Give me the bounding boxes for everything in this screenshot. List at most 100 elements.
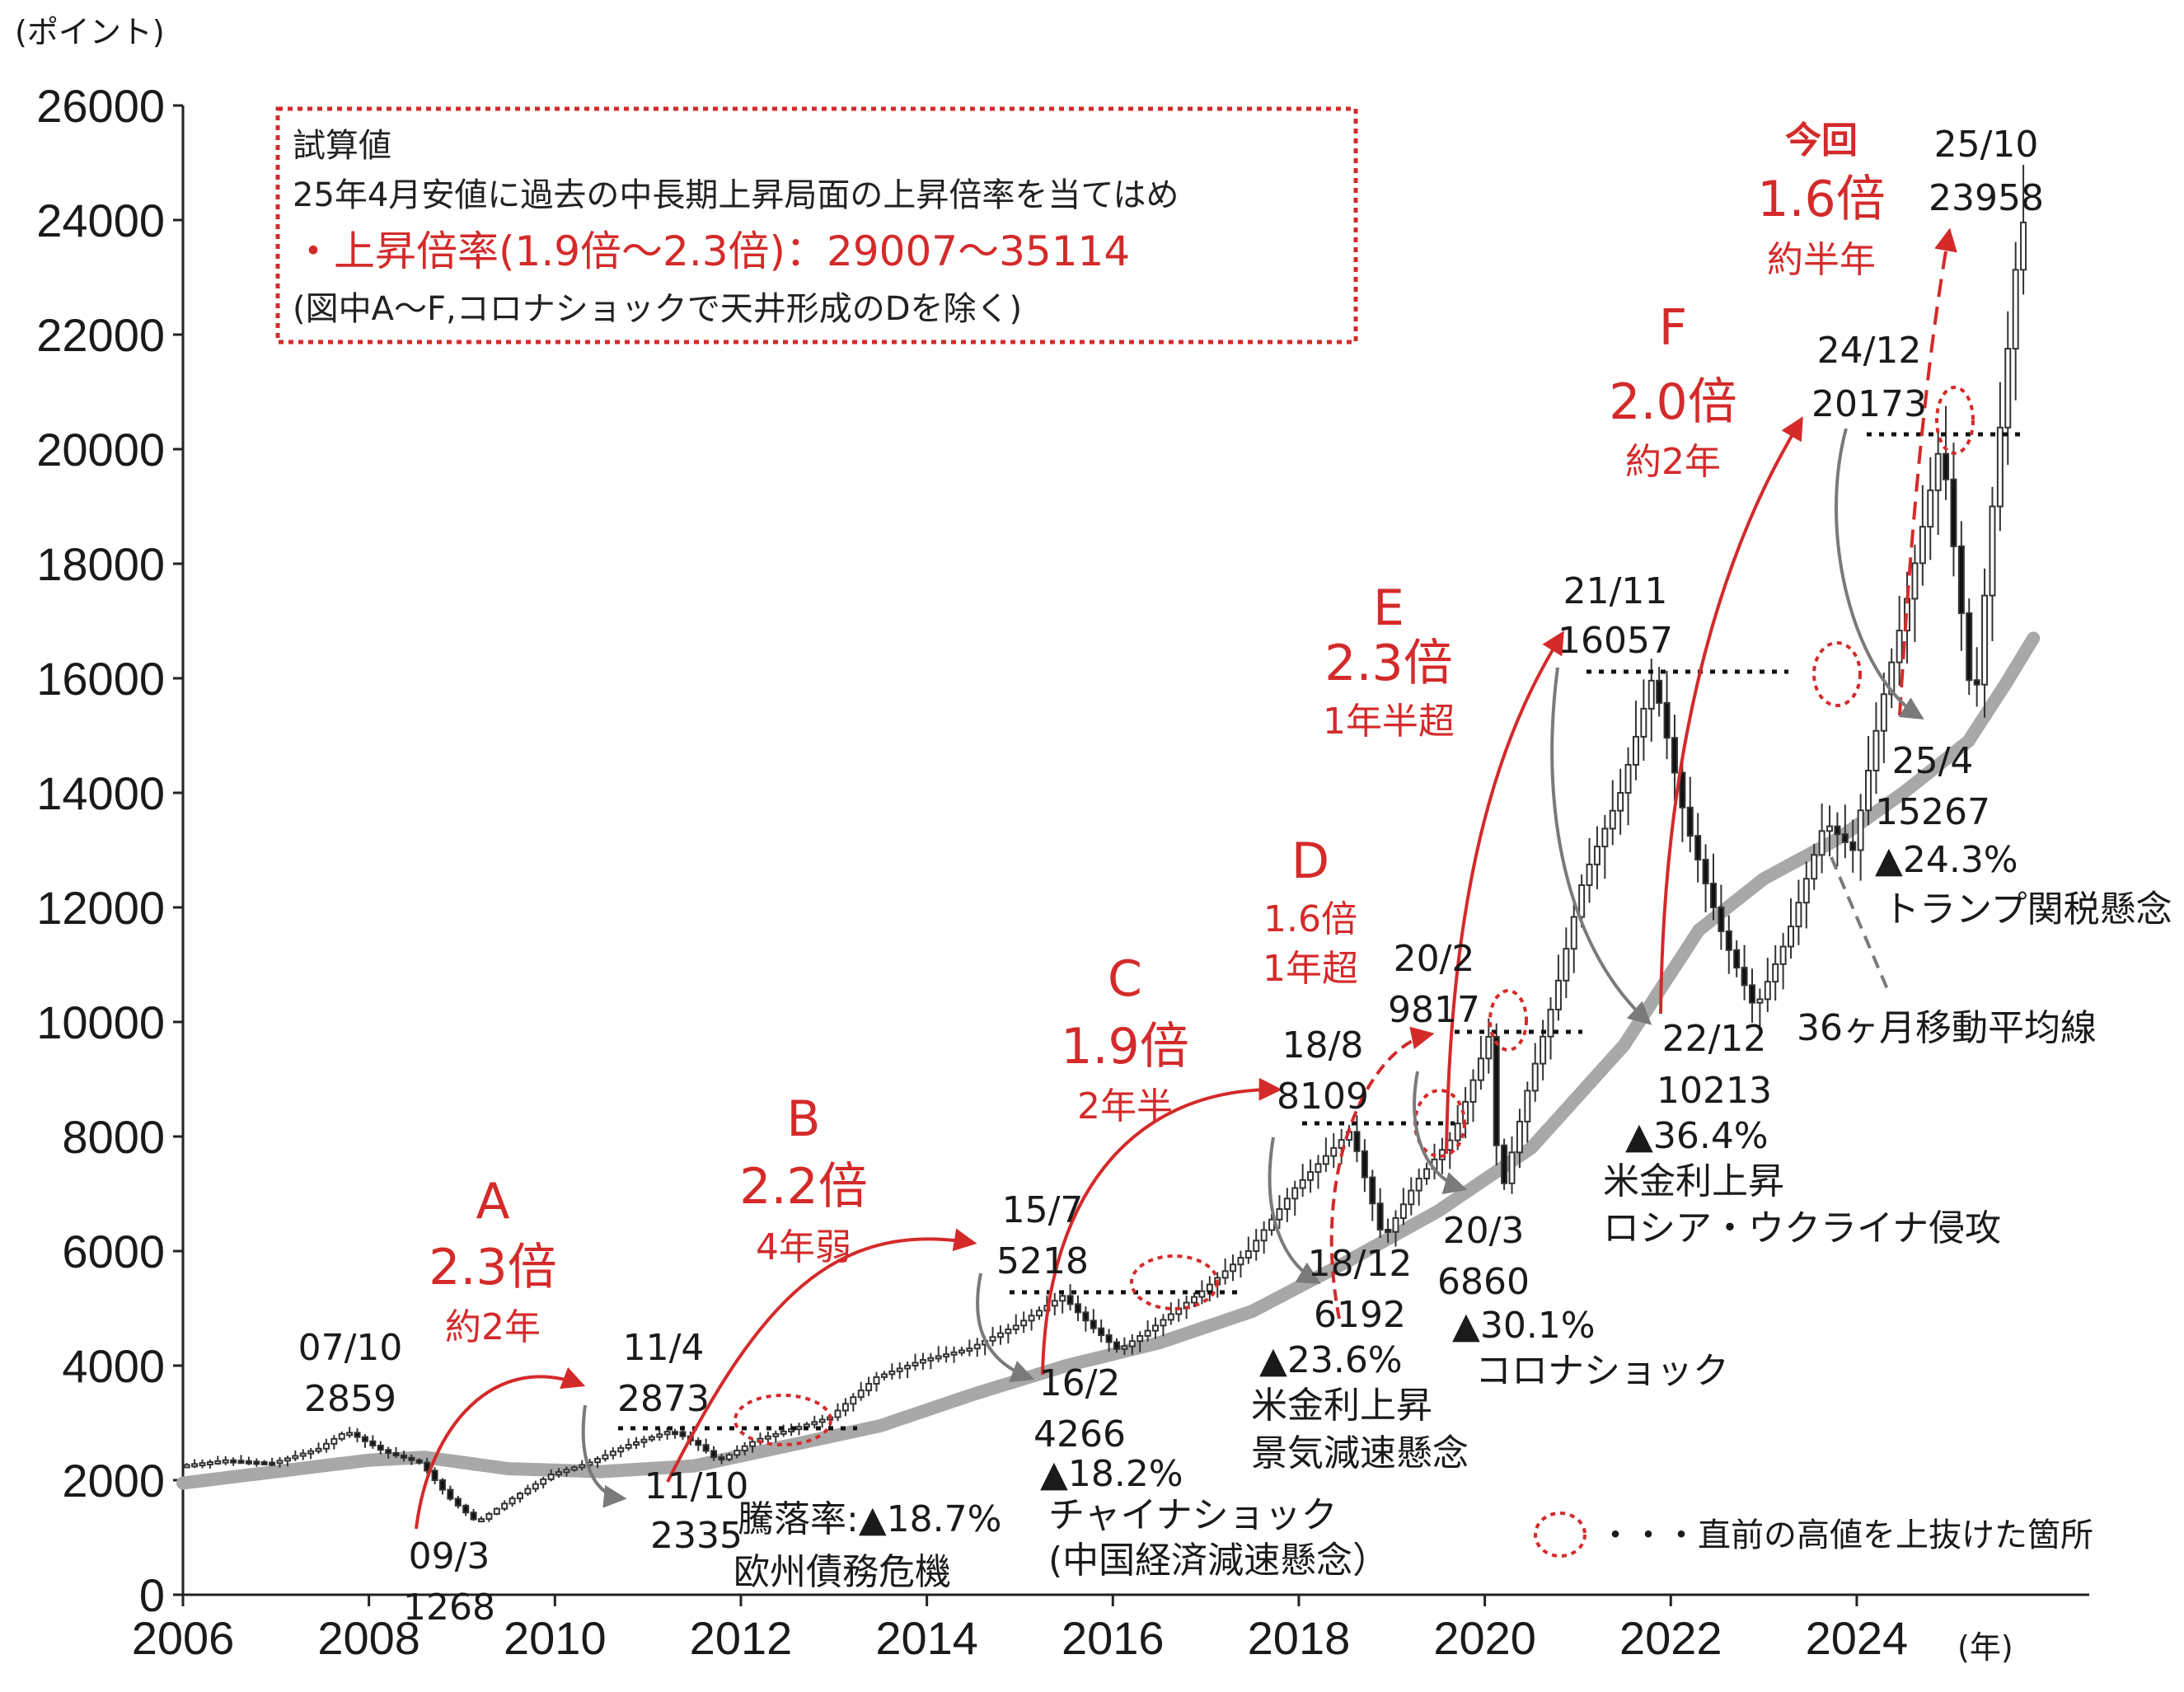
info-box-frame [275,106,1358,344]
y-tick-label: 20000 [36,424,165,476]
candle-body [1647,679,1655,710]
decline-arrow-2020 [1413,1071,1468,1194]
candle-body [1493,1035,1500,1146]
candle-body [501,1502,509,1510]
y-tick-label: 12000 [36,882,165,934]
candle-body [369,1440,377,1446]
y-tick-label: 0 [139,1569,165,1621]
trough-2016-cause1: チャイナショック [1048,1494,1338,1536]
trough-2011-date: 11/10 [644,1465,749,1507]
candle-body [377,1444,384,1451]
candle-body [841,1403,849,1412]
trough-2020-date: 20/3 [1443,1210,1525,1252]
info-box-line4: (図中A～F,コロナショックで天井形成のDを除く) [293,290,1022,328]
candle-body [695,1439,702,1446]
peak-2021-date: 21/11 [1563,570,1668,612]
candle-body [1624,763,1632,794]
candle-body [1880,693,1887,732]
candle-body [989,1336,996,1342]
candle-body [672,1431,679,1436]
phase-current-ratio: 1.6倍 [1757,171,1885,228]
y-tick-label: 16000 [36,653,165,705]
peak-2020-value: 9817 [1388,989,1480,1031]
candle-body [1788,926,1795,948]
candle-body [633,1441,640,1446]
candle-body [1656,679,1663,704]
x-tick-label: 2010 [504,1612,607,1664]
candle-body [1570,916,1577,950]
trough-2011-pct: 騰落率:▲18.7% [738,1498,1001,1540]
candle-body [718,1456,725,1461]
candle-body [865,1383,873,1392]
candle-body [1996,426,2004,508]
candle-body [199,1462,206,1467]
axes [181,105,2089,1596]
candle-body [361,1436,368,1442]
phase-f-ratio: 2.0倍 [1609,373,1736,431]
candle-body [555,1471,563,1476]
candle-body [1167,1313,1174,1321]
candle-body [322,1442,330,1450]
candle-body [354,1432,361,1438]
x-tick-label: 2018 [1248,1612,1351,1664]
trough-2022-cause2: ロシア・ウクライナ侵攻 [1603,1207,2001,1249]
candle-body [1485,1035,1493,1060]
peak-2021-value: 16057 [1558,620,1673,662]
candle-body [1826,825,1834,832]
candle-body [2020,221,2027,271]
candle-body [609,1451,616,1456]
candle-body [1423,1168,1431,1179]
candle-body [237,1460,245,1465]
candle-body [1012,1324,1019,1330]
candle-body [1191,1296,1198,1304]
info-box-line1: 試算値 [293,127,391,165]
y-tick-label: 8000 [62,1111,165,1163]
candle-body [1686,806,1694,837]
decline-arrow-2018 [1268,1137,1321,1284]
decline-arrow-2015 [976,1273,1035,1383]
candle-body [973,1343,981,1350]
candle-body [996,1332,1004,1338]
candle-body [888,1370,896,1376]
rally-arrow-e [1445,630,1564,1155]
candle-body [1392,1216,1399,1233]
trough-2009-value: 1268 [403,1587,495,1629]
peak-2007-value: 2859 [304,1378,396,1420]
phase-c-duration: 2年半 [1077,1085,1173,1127]
candle-body [818,1418,826,1423]
candle-body [260,1460,268,1465]
candle-body [1709,883,1717,908]
x-tick-label: 2020 [1433,1612,1536,1664]
candle-body [1632,735,1639,766]
candle-body [1733,949,1741,969]
candle-body [594,1457,602,1464]
candle-body [710,1450,718,1459]
candle-body [1144,1329,1151,1337]
candle-body [1718,907,1725,932]
candle-body [1137,1334,1144,1343]
candle-body [602,1454,609,1460]
phase-b-label: B [786,1090,820,1148]
candle-body [1128,1340,1136,1348]
candle-body [330,1437,338,1445]
candle-body [1105,1334,1113,1343]
candle-body [935,1355,942,1360]
candle-body [927,1357,935,1362]
phase-e-duration: 1年半超 [1323,701,1455,743]
candle-body [1966,612,1973,682]
peak-labels: 07/10 2859 11/4 2873 15/7 5218 18/8 8109… [298,124,2044,1420]
candle-body [1950,478,1957,547]
trough-2018-value: 6192 [1314,1294,1406,1336]
candle-body [1098,1327,1105,1337]
x-ticks: 2006 2008 2010 2012 2014 2016 2018 2020 2022 2024 [132,1595,1908,1664]
candle-body [1113,1341,1120,1350]
ma-label: 36ヶ月移動平均線 [1797,1007,2097,1049]
candle-body [540,1478,547,1485]
candle-body [338,1432,345,1440]
peak-2015-date: 15/7 [1002,1189,1084,1231]
breakout-circle-2020 [1488,989,1528,1052]
candle-body [1872,729,1880,771]
candle-body [284,1457,291,1462]
candle-body [741,1445,748,1452]
